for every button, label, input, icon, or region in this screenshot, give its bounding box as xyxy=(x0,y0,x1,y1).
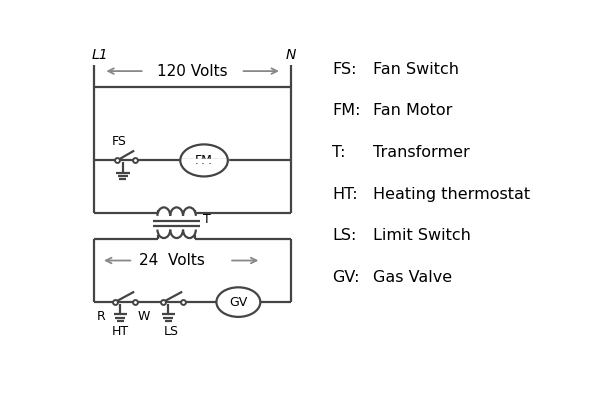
Text: 24  Volts: 24 Volts xyxy=(139,253,205,268)
Text: N: N xyxy=(286,48,296,62)
Circle shape xyxy=(217,287,260,317)
Text: HT:: HT: xyxy=(332,186,358,202)
Text: T: T xyxy=(203,213,211,226)
Text: R: R xyxy=(97,310,106,323)
Text: Fan Switch: Fan Switch xyxy=(373,62,459,77)
Text: FS: FS xyxy=(112,135,127,148)
Text: GV:: GV: xyxy=(332,270,359,285)
Text: L1: L1 xyxy=(92,48,109,62)
Text: Transformer: Transformer xyxy=(373,145,470,160)
Text: LS:: LS: xyxy=(332,228,356,243)
Text: Heating thermostat: Heating thermostat xyxy=(373,186,530,202)
Text: T:: T: xyxy=(332,145,346,160)
Text: LS: LS xyxy=(163,325,178,338)
Text: W: W xyxy=(137,310,150,323)
Text: FS:: FS: xyxy=(332,62,356,77)
Text: Fan Motor: Fan Motor xyxy=(373,104,453,118)
Text: 120 Volts: 120 Volts xyxy=(158,64,228,78)
Text: GV: GV xyxy=(230,296,247,309)
Text: FM: FM xyxy=(195,154,213,167)
Text: HT: HT xyxy=(112,325,129,338)
Text: FM:: FM: xyxy=(332,104,360,118)
Text: Limit Switch: Limit Switch xyxy=(373,228,471,243)
Text: Gas Valve: Gas Valve xyxy=(373,270,453,285)
